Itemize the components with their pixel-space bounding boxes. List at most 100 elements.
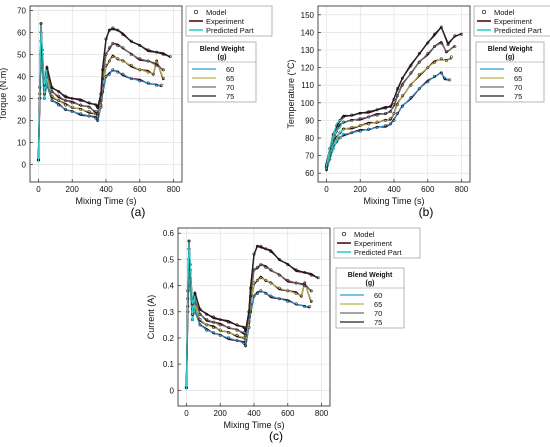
temperature-model-point-60 xyxy=(375,125,379,129)
current-y-tick-label: 0.5 xyxy=(163,255,175,264)
current-model-point-65 xyxy=(299,294,303,298)
torque-model-point-60 xyxy=(146,81,150,85)
temperature-model-point-70 xyxy=(417,60,421,64)
current-model-point-70 xyxy=(303,284,307,288)
torque-model-point-75 xyxy=(121,33,125,37)
temperature-model-point-60 xyxy=(389,122,393,126)
current-model-point-65 xyxy=(205,323,209,327)
current-blend-legend-label-75: 75 xyxy=(374,318,382,327)
current-y-tick-label: 0.3 xyxy=(163,308,175,317)
torque-model-point-60 xyxy=(50,99,54,103)
current-model-point-65 xyxy=(244,339,248,343)
temperature-y-tick-label: 70 xyxy=(305,152,314,161)
torque-model-point-70 xyxy=(79,103,83,107)
current-model-point-75 xyxy=(259,244,263,248)
current-model-point-65 xyxy=(218,328,222,332)
current-y-tick-label: 0.6 xyxy=(163,229,175,238)
temperature-model-point-60 xyxy=(350,131,354,135)
torque-model-point-65 xyxy=(107,59,111,63)
current-model-point-60 xyxy=(259,289,263,293)
temperature-model-point-65 xyxy=(400,94,404,98)
temperature-series-line-70 xyxy=(325,42,456,167)
torque-model-point-65 xyxy=(57,99,61,103)
temperature-predicted-line-70 xyxy=(325,120,344,166)
temperature-model-point-70 xyxy=(409,71,413,75)
current-model-point-65 xyxy=(255,278,259,282)
torque-legend-predicted-label: Predicted Part xyxy=(206,26,254,35)
torque-model-point-65 xyxy=(79,107,83,111)
torque-model-point-70 xyxy=(121,46,125,50)
temperature-y-tick-label: 140 xyxy=(301,28,315,37)
current-model-point-70 xyxy=(198,312,202,316)
temperature-legend-model-marker xyxy=(481,9,487,15)
temperature-model-point-65 xyxy=(375,120,379,124)
temperature-x-tick-label: 200 xyxy=(354,185,368,194)
torque-model-point-65 xyxy=(151,72,155,76)
temperature-y-axis-label: Temperature (°C) xyxy=(286,59,296,128)
temperature-model-point-70 xyxy=(426,51,430,56)
temperature-legend-predicted-label: Predicted Part xyxy=(494,26,542,35)
temperature-chart-area: 0 200 400 600 800 60 70 80 90 100 110 120 130 140 150 M… xyxy=(286,5,550,206)
temperature-model-point-60 xyxy=(395,111,399,115)
temperature-blend-legend-label-65: 65 xyxy=(514,74,522,83)
current-model-point-65 xyxy=(198,318,202,322)
temperature-predicted-line-75 xyxy=(325,118,344,167)
torque-x-tick-label: 600 xyxy=(133,185,147,194)
current-model-point-75 xyxy=(198,307,202,311)
torque-y-tick-label: 30 xyxy=(17,94,26,103)
torque-model-point-70 xyxy=(116,44,120,48)
temperature-x-tick-label: 0 xyxy=(324,185,329,194)
temperature-model-point-70 xyxy=(358,117,362,121)
current-model-point-60 xyxy=(303,304,307,309)
current-x-tick-label: 600 xyxy=(281,409,295,418)
temperature-model-point-60 xyxy=(448,78,452,82)
temperature-x-axis-label: Mixing Time (s) xyxy=(363,196,424,206)
torque-model-point-75 xyxy=(94,103,98,107)
temperature-blend-legend-label-70: 70 xyxy=(514,83,522,92)
current-model-point-65 xyxy=(227,331,231,335)
current-model-point-60 xyxy=(252,294,256,298)
temperature-model-point-70 xyxy=(392,103,396,107)
current-model-point-70 xyxy=(259,263,263,267)
current-model-point-75 xyxy=(218,318,222,322)
temperature-model-point-65 xyxy=(350,125,354,129)
temperature-y-tick-label: 80 xyxy=(305,134,314,143)
temperature-model-point-65 xyxy=(426,66,430,70)
current-model-point-75 xyxy=(252,252,256,256)
current-model-point-60 xyxy=(227,336,231,340)
torque-model-point-75 xyxy=(57,90,61,94)
torque-model-point-60 xyxy=(160,83,164,87)
torque-x-axis-label: Mixing Time (s) xyxy=(75,196,136,206)
current-model-point-70 xyxy=(309,289,313,293)
current-model-point-65 xyxy=(286,289,290,293)
current-model-point-75 xyxy=(264,247,268,251)
temperature-model-point-65 xyxy=(439,57,443,61)
temperature-model-point-70 xyxy=(350,118,354,122)
torque-model-point-75 xyxy=(116,28,120,32)
torque-model-point-70 xyxy=(129,52,133,56)
current-model-point-75 xyxy=(193,291,197,295)
current-model-point-70 xyxy=(255,265,259,269)
torque-y-tick-label: 40 xyxy=(17,72,26,81)
torque-model-point-75 xyxy=(96,105,100,109)
temperature-model-point-70 xyxy=(444,50,448,54)
current-model-point-70 xyxy=(218,323,222,327)
temperature-model-point-65 xyxy=(395,103,399,107)
torque-y-tick-label: 60 xyxy=(17,28,26,37)
torque-model-point-60 xyxy=(87,114,91,118)
current-predicted-line-75 xyxy=(185,242,196,390)
torque-model-point-60 xyxy=(94,116,98,120)
current-model-point-65 xyxy=(235,333,239,337)
temperature-x-tick-label: 600 xyxy=(421,185,435,194)
current-model-point-60 xyxy=(277,297,281,301)
panel-temperature: 0 200 400 600 800 60 70 80 90 100 110 120 130 140 150 M… xyxy=(286,5,550,219)
current-y-tick-label: 0.2 xyxy=(163,334,175,343)
torque-model-point-60 xyxy=(138,79,142,83)
current-model-point-60 xyxy=(294,302,298,306)
current-x-tick-label: 800 xyxy=(315,409,329,418)
temperature-model-point-60 xyxy=(358,129,362,133)
temperature-model-point-75 xyxy=(358,111,362,115)
torque-model-point-70 xyxy=(146,59,150,63)
temperature-model-point-75 xyxy=(453,34,457,38)
temperature-model-point-60 xyxy=(392,118,396,122)
